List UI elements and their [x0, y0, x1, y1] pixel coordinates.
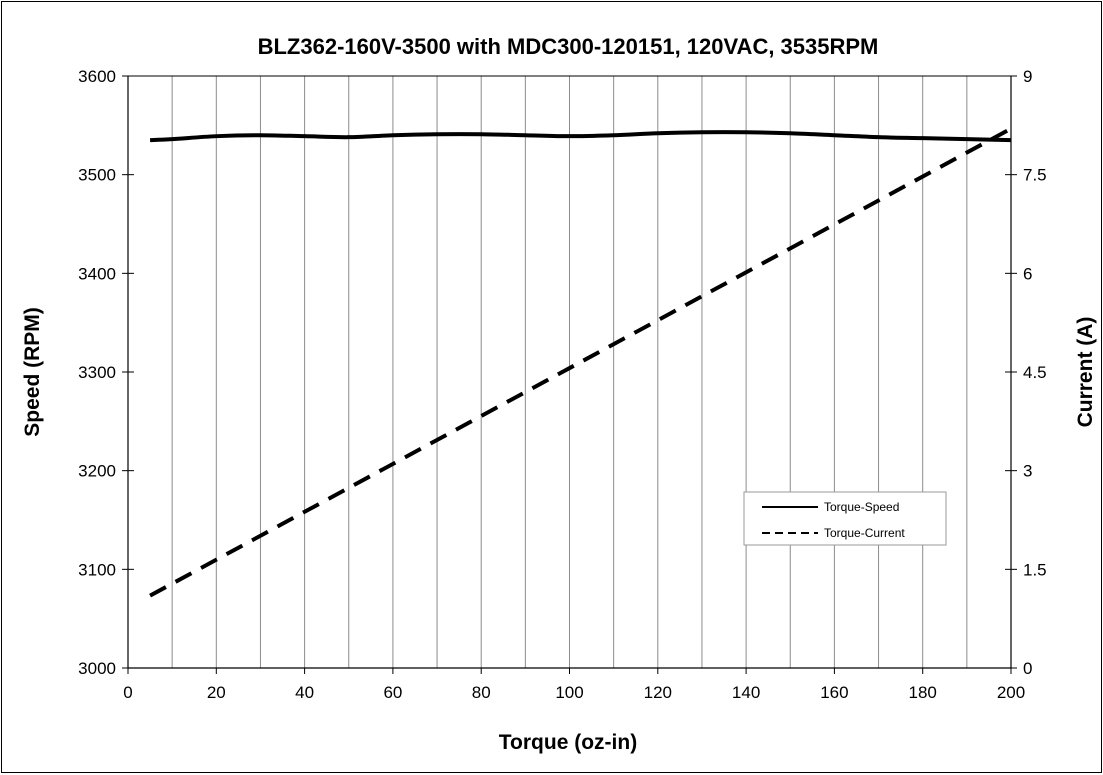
- legend-label-torque-current: Torque-Current: [824, 526, 905, 540]
- y-tick-label: 3300: [78, 363, 116, 382]
- y-tick-label: 3200: [78, 462, 116, 481]
- x-tick-label: 80: [472, 683, 491, 702]
- x-tick-label: 20: [207, 683, 226, 702]
- x-axis-label: Torque (oz-in): [499, 731, 637, 754]
- y2-tick-label: 1.5: [1023, 560, 1047, 579]
- grid-layer: [171, 76, 968, 668]
- x-tick-label: 200: [997, 683, 1025, 702]
- y-tick-label: 3000: [78, 659, 116, 678]
- x-tick-label: 60: [383, 683, 402, 702]
- y-tick-label: 3400: [78, 264, 116, 283]
- y-tick-label: 3100: [78, 560, 116, 579]
- y2-tick-label: 3: [1023, 462, 1032, 481]
- y2-tick-label: 4.5: [1023, 363, 1047, 382]
- y-axis-label: Speed (RPM): [21, 307, 44, 437]
- legend: Torque-Speed Torque-Current: [743, 491, 947, 546]
- y2-tick-label: 0: [1023, 659, 1032, 678]
- y2-tick-label: 6: [1023, 264, 1032, 283]
- series-line-torque-current: [149, 126, 1012, 598]
- series-layer: [149, 126, 1012, 598]
- x-tick-label: 180: [909, 683, 937, 702]
- legend-box: [743, 491, 947, 546]
- x-tick-label: 120: [644, 683, 672, 702]
- ticks-layer: 0 20 40 60 80 100 120 140 160 180 2003000310032003…: [78, 67, 1046, 702]
- x-tick-label: 40: [295, 683, 314, 702]
- legend-label-torque-speed: Torque-Speed: [824, 500, 899, 514]
- chart-title: BLZ362-160V-3500 with MDC300-120151, 120…: [258, 34, 879, 59]
- x-tick-label: 0: [123, 683, 132, 702]
- y2-axis-label: Current (A): [1074, 317, 1097, 428]
- x-tick-label: 100: [555, 683, 583, 702]
- x-tick-label: 160: [820, 683, 848, 702]
- x-tick-label: 140: [732, 683, 760, 702]
- y-tick-label: 3600: [78, 67, 116, 86]
- y2-tick-label: 7.5: [1023, 166, 1047, 185]
- series-line-torque-speed: [149, 130, 1012, 143]
- y2-tick-label: 9: [1023, 67, 1032, 86]
- y-tick-label: 3500: [78, 166, 116, 185]
